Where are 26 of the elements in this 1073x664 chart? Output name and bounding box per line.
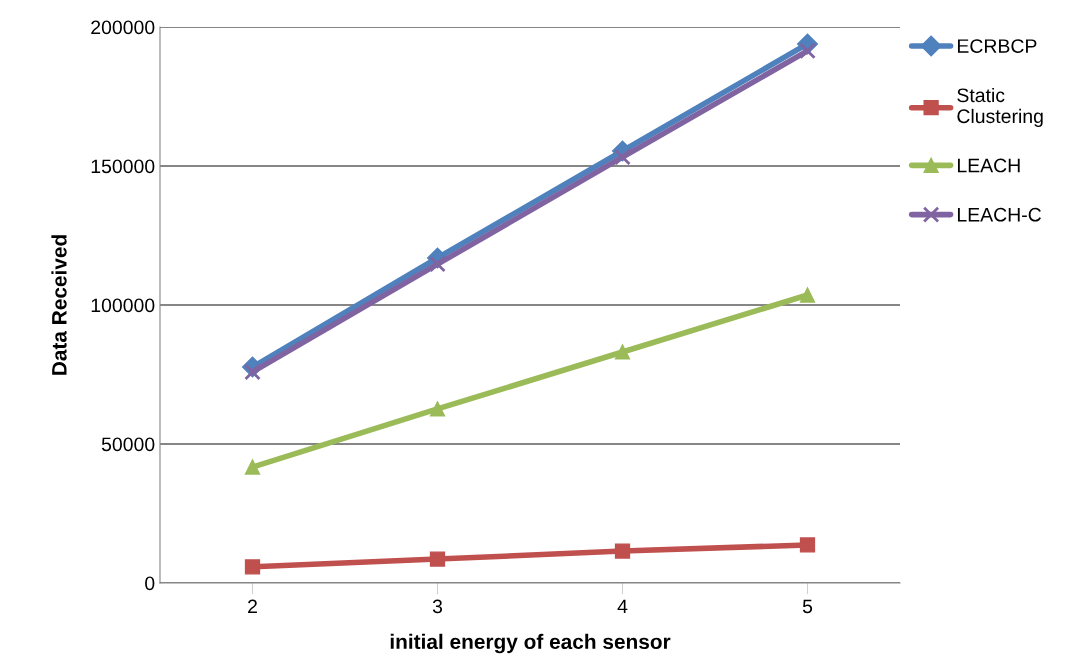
point [244, 559, 261, 575]
point [614, 344, 631, 360]
legend-label: LEACH-C [957, 207, 1041, 222]
point [429, 401, 446, 417]
x-axis-title: initial energy of each sensor [390, 633, 671, 654]
legend-label: Static Clustering [957, 87, 1043, 127]
point [614, 148, 631, 166]
x-tick-label: 5 [802, 599, 813, 614]
point [244, 363, 261, 381]
y-tick-label: 200000 [91, 20, 155, 35]
y-tick-label: 100000 [91, 298, 155, 313]
point [429, 551, 446, 567]
y-tick-label: 150000 [91, 159, 155, 174]
x-tick-label: 3 [432, 599, 443, 614]
y-tick-label: 50000 [101, 437, 155, 452]
legend-label: ECRBCP [957, 39, 1037, 53]
point [799, 287, 816, 303]
point [244, 459, 261, 475]
x-tick-label: 2 [248, 599, 257, 614]
y-axis-title: Data Received [51, 235, 67, 375]
point [799, 537, 816, 553]
y-tick-label: 0 [145, 576, 155, 591]
x-tick-label: 4 [617, 599, 628, 614]
point [429, 255, 446, 273]
point [614, 543, 631, 559]
legend-label: LEACH [957, 158, 1020, 173]
